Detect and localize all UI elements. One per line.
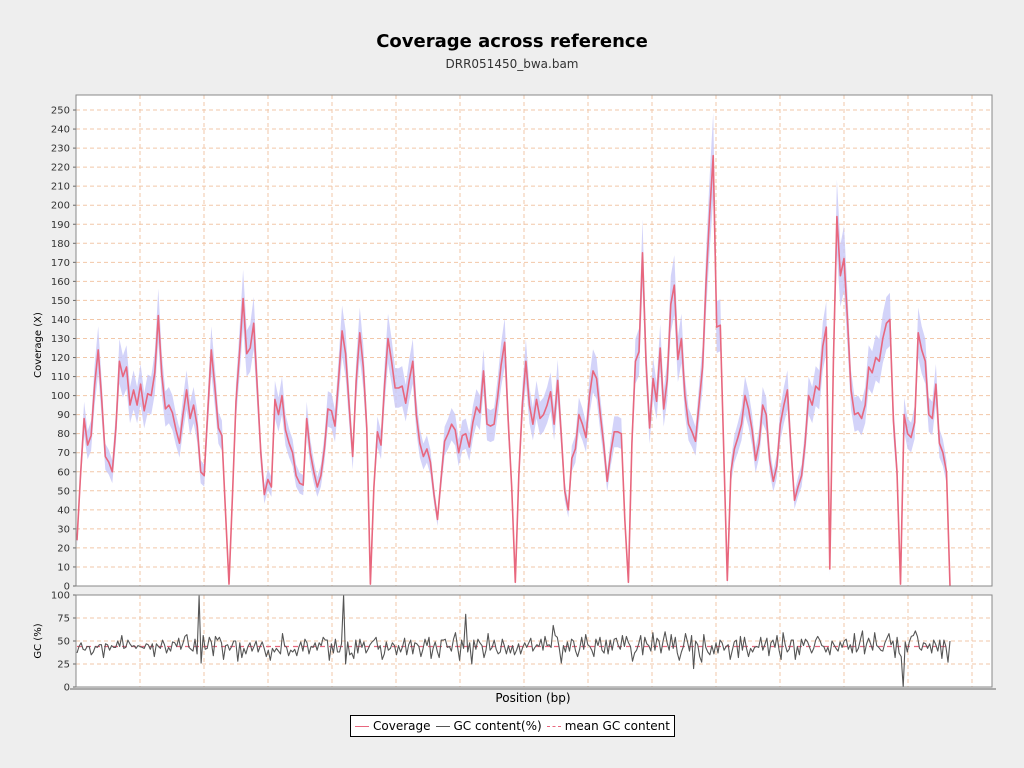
coverage-tick-label: 80: [57, 429, 70, 440]
legend-coverage-label: Coverage: [373, 719, 431, 733]
coverage-tick-label: 30: [57, 524, 70, 535]
gc-tick-label: 50: [57, 637, 70, 648]
coverage-plot-area: [76, 95, 992, 586]
coverage-tick-label: 160: [51, 277, 70, 288]
legend-item-coverage: Coverage: [355, 719, 431, 733]
gc-y-label: GC (%): [33, 623, 44, 658]
coverage-tick-label: 120: [51, 353, 70, 364]
gc-line: [76, 594, 951, 688]
coverage-tick-label: 70: [57, 448, 70, 459]
coverage-plot-border: [75, 94, 993, 587]
coverage-tick-label: 250: [51, 106, 70, 117]
coverage-tick-label: 180: [51, 239, 70, 250]
gc-tick-label: 75: [57, 614, 70, 625]
coverage-series: [76, 154, 951, 587]
coverage-tick-label: 50: [57, 486, 70, 497]
coverage-tick-label: 90: [57, 410, 70, 421]
coverage-line: [76, 154, 951, 587]
coverage-tick-label: 220: [51, 163, 70, 174]
coverage-tick-label: 20: [57, 543, 70, 554]
coverage-y-ticks: 0 10 20 30 40 50 60 70 80 90 100 110 120 130 140 150 160…: [51, 106, 76, 593]
coverage-tick-label: 190: [51, 220, 70, 231]
legend: Coverage GC content(%) mean GC content: [350, 715, 675, 737]
legend-item-mean-gc: mean GC content: [546, 719, 670, 733]
legend-coverage-swatch: [355, 725, 369, 727]
coverage-tick-label: 40: [57, 505, 70, 516]
gc-plot-border: [75, 594, 993, 688]
legend-mean-gc-swatch: [546, 725, 561, 727]
coverage-tick-label: 150: [51, 296, 70, 307]
legend-item-gc: GC content(%): [435, 719, 542, 733]
coverage-tick-label: 0: [64, 582, 70, 593]
legend-gc-label: GC content(%): [453, 719, 542, 733]
coverage-tick-label: 240: [51, 125, 70, 136]
coverage-tick-label: 110: [51, 372, 70, 383]
gc-tick-label: 25: [57, 660, 70, 671]
gc-series: [76, 594, 951, 688]
coverage-tick-label: 100: [51, 391, 70, 402]
coverage-tick-label: 140: [51, 315, 70, 326]
coverage-tick-label: 170: [51, 258, 70, 269]
coverage-y-label: Coverage (X): [33, 312, 44, 378]
coverage-tick-label: 230: [51, 144, 70, 155]
coverage-tick-label: 10: [57, 562, 70, 573]
chart-title: Coverage across reference: [376, 31, 648, 52]
legend-gc-swatch: [435, 725, 450, 727]
gc-y-ticks: 0 25 50 75 100: [51, 591, 76, 694]
legend-mean-gc-label: mean GC content: [564, 719, 670, 733]
x-axis-label: Position (bp): [495, 691, 571, 705]
coverage-tick-label: 60: [57, 467, 70, 478]
coverage-tick-label: 210: [51, 182, 70, 193]
coverage-tick-label: 200: [51, 201, 70, 212]
coverage-tick-label: 130: [51, 334, 70, 345]
chart-subtitle: DRR051450_bwa.bam: [445, 57, 579, 71]
gc-tick-label: 100: [51, 591, 70, 602]
gc-tick-label: 0: [64, 683, 70, 694]
gc-gridlines: [76, 595, 992, 687]
